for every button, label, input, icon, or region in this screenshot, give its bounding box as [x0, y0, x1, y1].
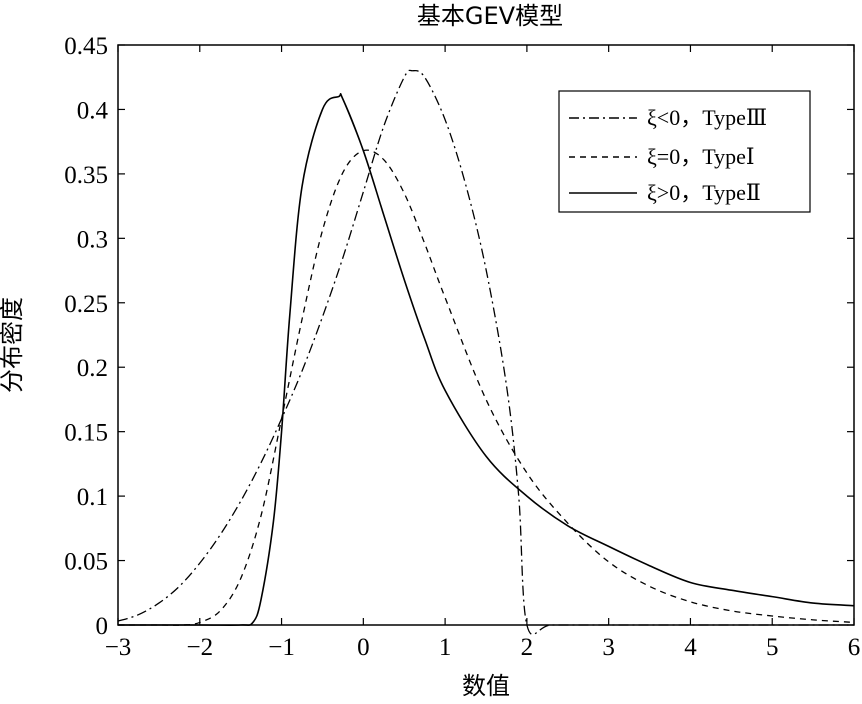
plot-area-frame	[117, 44, 855, 626]
y-tick-label: 0.3	[77, 226, 108, 253]
y-tick-label: 0.2	[77, 355, 108, 382]
legend-label-type1: ξ=0，TypeⅠ	[647, 144, 755, 169]
x-tick-label: −3	[105, 634, 132, 661]
series-line-type3	[117, 69, 855, 636]
x-tick-label: 0	[357, 634, 370, 661]
y-tick-label: 0.1	[77, 484, 108, 511]
legend-label-type2: ξ>0，TypeⅡ	[647, 180, 761, 205]
series-line-type1	[118, 149, 855, 626]
series-line-type2	[118, 93, 855, 626]
ticks-layer: −3 −2 −1 0 1 2 3 4 5 6 0 0.05 0.1 0.15 0.2 0.25 0.3 0.35 0…	[64, 33, 860, 661]
x-tick-label: 6	[848, 634, 861, 661]
y-tick-label: 0.05	[64, 549, 108, 576]
y-tick-label: 0.35	[64, 162, 108, 189]
x-tick-label: 2	[521, 634, 534, 661]
x-tick-label: 4	[684, 634, 697, 661]
y-tick-label: 0.4	[77, 97, 109, 124]
x-tick-label: 5	[766, 634, 779, 661]
y-tick-label: 0	[96, 613, 109, 640]
x-tick-label: −2	[186, 634, 213, 661]
legend-box	[558, 90, 811, 213]
y-tick-label: 0.25	[64, 291, 108, 318]
y-axis-label: 分布密度	[0, 297, 26, 393]
x-tick-label: −1	[268, 634, 295, 661]
x-tick-label: 1	[439, 634, 452, 661]
chart-title: 基本GEV模型	[417, 2, 563, 30]
legend: ξ<0，TypeⅢ ξ=0，TypeⅠ ξ>0，TypeⅡ	[558, 90, 811, 213]
x-axis-label: 数值	[462, 672, 510, 700]
y-tick-label: 0.45	[64, 33, 108, 60]
legend-label-type3: ξ<0，TypeⅢ	[647, 105, 767, 130]
y-tick-label: 0.15	[64, 420, 108, 447]
series-layer	[117, 69, 855, 636]
x-tick-label: 3	[602, 634, 615, 661]
